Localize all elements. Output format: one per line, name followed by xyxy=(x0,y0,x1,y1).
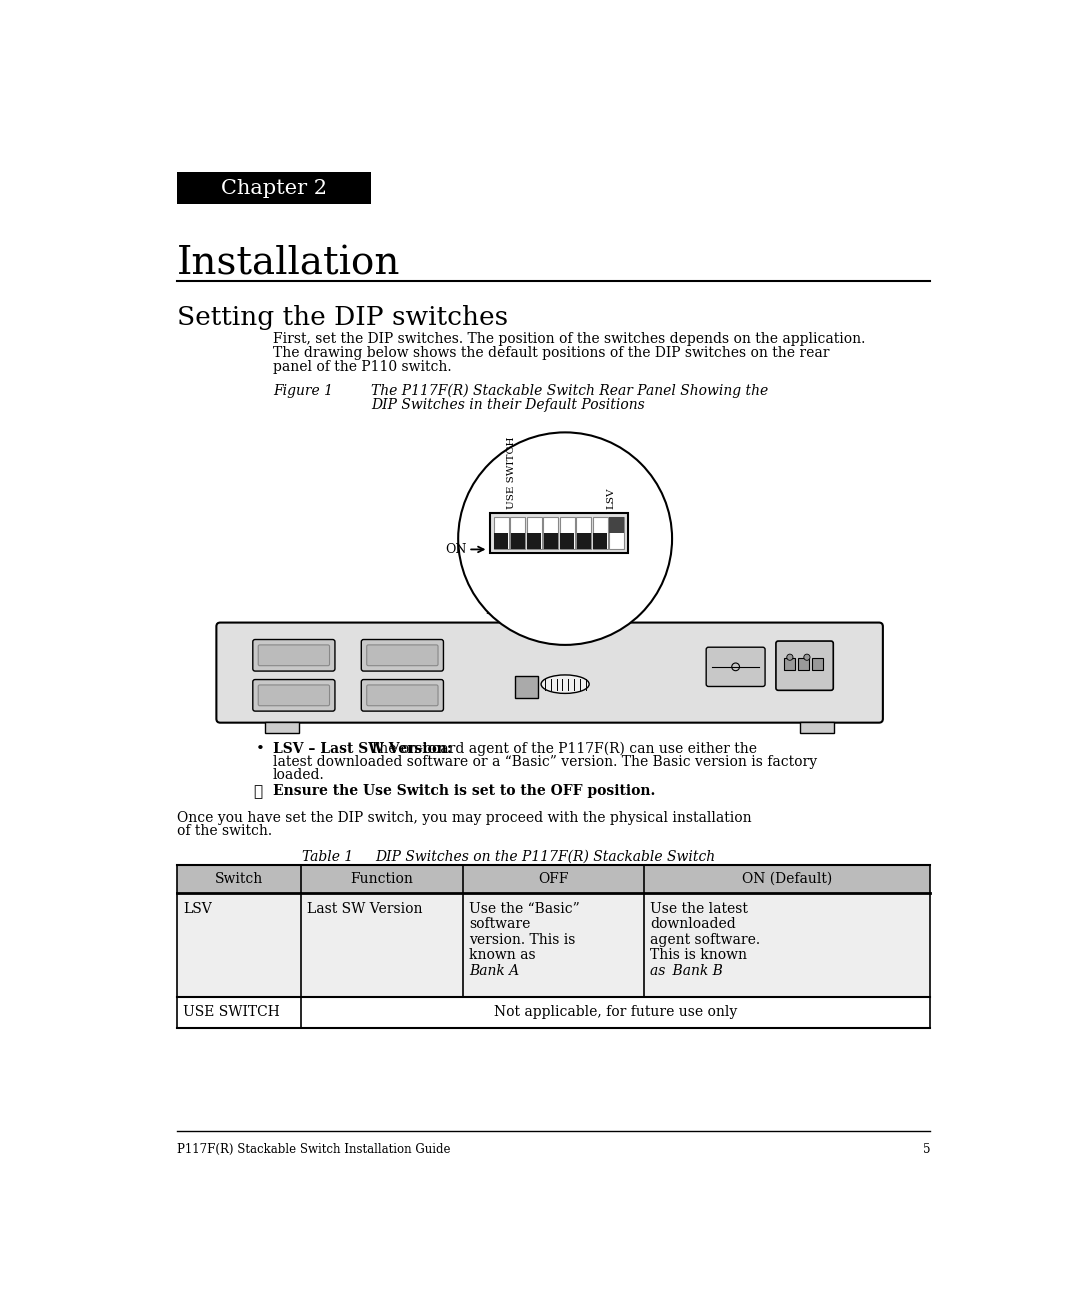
Bar xyxy=(561,533,575,550)
Bar xyxy=(798,658,809,670)
Bar xyxy=(812,658,823,670)
Text: Last SW Version: Last SW Version xyxy=(308,902,423,916)
Text: Table 1: Table 1 xyxy=(301,850,353,863)
Text: Once you have set the DIP switch, you may proceed with the physical installation: Once you have set the DIP switch, you ma… xyxy=(177,811,752,825)
Bar xyxy=(177,865,930,893)
Bar xyxy=(527,533,541,550)
Text: Function: Function xyxy=(351,872,414,885)
FancyBboxPatch shape xyxy=(362,679,444,712)
Circle shape xyxy=(786,654,793,661)
Text: The on-board agent of the P117F(R) can use either the: The on-board agent of the P117F(R) can u… xyxy=(369,742,757,756)
Text: P117F(R) Stackable Switch Installation Guide: P117F(R) Stackable Switch Installation G… xyxy=(177,1143,450,1156)
Bar xyxy=(559,517,575,550)
FancyBboxPatch shape xyxy=(253,640,335,671)
Text: Ensure the Use Switch is set to the OFF position.: Ensure the Use Switch is set to the OFF … xyxy=(273,785,656,798)
Text: downloaded: downloaded xyxy=(650,918,735,931)
Bar xyxy=(490,513,627,554)
Text: software: software xyxy=(470,918,530,931)
Text: This is known: This is known xyxy=(650,948,747,963)
Text: Use the latest: Use the latest xyxy=(650,902,748,916)
Text: Not applicable, for future use only: Not applicable, for future use only xyxy=(494,1006,738,1019)
Bar xyxy=(800,722,834,733)
Bar xyxy=(609,517,623,533)
Text: Figure 1: Figure 1 xyxy=(273,384,333,398)
Text: USE SWITCH: USE SWITCH xyxy=(183,1006,280,1019)
Bar xyxy=(510,517,525,550)
FancyBboxPatch shape xyxy=(775,641,834,691)
Text: LSV – Last SW Version:: LSV – Last SW Version: xyxy=(273,742,457,756)
Text: Bank A: Bank A xyxy=(470,964,519,978)
FancyBboxPatch shape xyxy=(216,623,882,722)
FancyBboxPatch shape xyxy=(706,648,765,687)
Text: Setting the DIP switches: Setting the DIP switches xyxy=(177,304,508,329)
Bar xyxy=(495,533,509,550)
Bar xyxy=(494,517,509,550)
Bar xyxy=(593,533,607,550)
Bar xyxy=(543,533,557,550)
FancyBboxPatch shape xyxy=(367,645,438,666)
Bar xyxy=(515,677,538,697)
Text: ON (Default): ON (Default) xyxy=(742,872,833,885)
Text: •: • xyxy=(256,742,265,756)
Ellipse shape xyxy=(541,675,590,693)
Text: Chapter 2: Chapter 2 xyxy=(220,179,327,197)
Bar xyxy=(177,996,930,1028)
Text: First, set the DIP switches. The position of the switches depends on the applica: First, set the DIP switches. The positio… xyxy=(273,332,865,346)
Text: panel of the P110 switch.: panel of the P110 switch. xyxy=(273,360,451,374)
Text: LSV: LSV xyxy=(606,487,616,508)
FancyBboxPatch shape xyxy=(258,645,329,666)
Text: DIP Switches on the P117F(R) Stackable Switch: DIP Switches on the P117F(R) Stackable S… xyxy=(375,850,715,863)
Bar xyxy=(511,533,525,550)
Bar xyxy=(609,517,624,550)
Text: The drawing below shows the default positions of the DIP switches on the rear: The drawing below shows the default posi… xyxy=(273,346,829,360)
Text: OFF: OFF xyxy=(538,872,569,885)
FancyBboxPatch shape xyxy=(253,679,335,712)
Text: loaded.: loaded. xyxy=(273,768,325,782)
Bar xyxy=(593,517,608,550)
Text: ⓘ: ⓘ xyxy=(253,785,262,799)
Bar xyxy=(577,533,591,550)
Text: LSV: LSV xyxy=(183,902,212,916)
Bar xyxy=(527,517,542,550)
Text: Installation: Installation xyxy=(177,246,401,282)
Text: version. This is: version. This is xyxy=(470,932,576,947)
Bar xyxy=(177,893,930,996)
Text: ON: ON xyxy=(445,543,467,556)
Text: USE SWITCH: USE SWITCH xyxy=(508,436,516,508)
Text: The P117F(R) Stackable Switch Rear Panel Showing the: The P117F(R) Stackable Switch Rear Panel… xyxy=(372,384,769,398)
Bar xyxy=(177,172,370,205)
Text: DIP Switches in their Default Positions: DIP Switches in their Default Positions xyxy=(372,398,645,411)
FancyBboxPatch shape xyxy=(362,640,444,671)
Bar xyxy=(576,517,591,550)
FancyBboxPatch shape xyxy=(367,684,438,705)
Text: Use the “Basic”: Use the “Basic” xyxy=(470,902,580,916)
Text: as  Bank B: as Bank B xyxy=(650,964,723,978)
Circle shape xyxy=(458,432,672,645)
Bar xyxy=(543,517,558,550)
Bar xyxy=(784,658,795,670)
FancyBboxPatch shape xyxy=(258,684,329,705)
Text: latest downloaded software or a “Basic” version. The Basic version is factory: latest downloaded software or a “Basic” … xyxy=(273,755,818,769)
Text: Switch: Switch xyxy=(215,872,264,885)
Circle shape xyxy=(804,654,810,661)
Text: of the switch.: of the switch. xyxy=(177,824,272,838)
Text: known as: known as xyxy=(470,948,536,963)
Text: agent software.: agent software. xyxy=(650,932,760,947)
Bar xyxy=(266,722,299,733)
Text: 5: 5 xyxy=(922,1143,930,1156)
